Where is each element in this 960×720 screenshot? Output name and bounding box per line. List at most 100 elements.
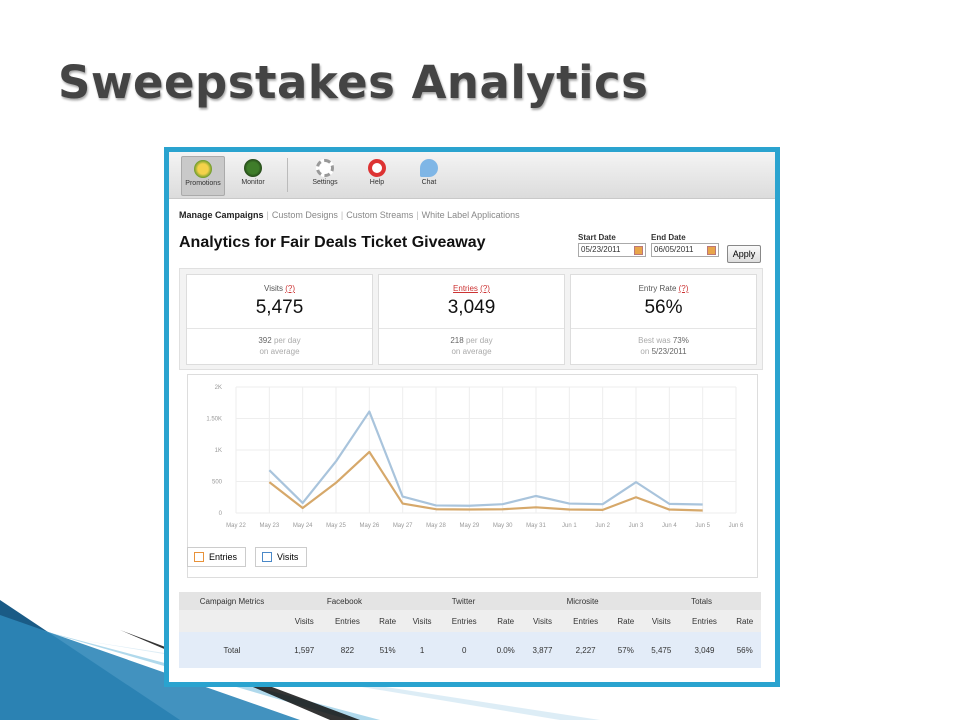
settings-button[interactable]: Settings	[304, 156, 346, 194]
metrics-cell: 51%	[371, 632, 404, 668]
monitor-button[interactable]: Monitor	[232, 156, 274, 194]
y-tick-label: 0	[219, 511, 223, 517]
promotions-icon	[194, 160, 212, 178]
metrics-cell: 56%	[728, 632, 761, 668]
start-date-input[interactable]: 05/23/2011	[578, 243, 646, 257]
metrics-subheader-visits: Visits	[403, 610, 441, 632]
metrics-cell: 3,049	[680, 632, 729, 668]
promotions-label: Promotions	[185, 180, 221, 187]
nav-white-label[interactable]: White Label Applications	[421, 210, 520, 220]
entries-per-day: 218	[450, 336, 464, 345]
legend-entries-toggle[interactable]: Entries	[187, 547, 247, 567]
x-tick-label: May 29	[459, 523, 479, 529]
visits-per-day-unit: per day	[273, 336, 301, 345]
calendar-icon[interactable]	[634, 246, 643, 255]
start-date-value: 05/23/2011	[581, 245, 621, 254]
monitor-label: Monitor	[241, 179, 265, 186]
x-tick-label: May 27	[393, 523, 413, 529]
nav-manage-campaigns[interactable]: Manage Campaigns	[179, 210, 264, 220]
chat-bubble-icon	[420, 159, 438, 177]
metrics-subheader-visits: Visits	[285, 610, 324, 632]
entries-label[interactable]: Entries	[453, 284, 478, 293]
best-rate-date: 5/23/2011	[651, 347, 687, 356]
end-date-group: End Date 06/05/2011	[651, 233, 719, 257]
chat-button[interactable]: Chat	[408, 156, 450, 194]
best-rate-prefix: Best was	[638, 336, 671, 345]
x-tick-label: Jun 3	[629, 523, 644, 529]
x-tick-label: Jun 5	[695, 523, 710, 529]
metrics-cell: 3,877	[523, 632, 562, 668]
analytics-chart: 0 500 1K 1.50K 2K May 22 May 23 May 24 May 25 May…	[187, 374, 758, 578]
apply-button[interactable]: Apply	[727, 245, 761, 263]
group-header-twitter: Twitter	[403, 592, 524, 610]
metrics-subheader-rate: Rate	[371, 610, 404, 632]
metrics-cell: 822	[323, 632, 372, 668]
metrics-cell: 5,475	[642, 632, 681, 668]
nav-custom-streams[interactable]: Custom Streams	[346, 210, 414, 220]
nav-custom-designs[interactable]: Custom Designs	[271, 210, 338, 220]
entries-help-link[interactable]: (?)	[480, 284, 490, 293]
entries-average-label: on average	[451, 347, 492, 356]
section-nav: Manage Campaigns | Custom Designs | Custom S…	[179, 210, 520, 220]
visits-value: 5,475	[255, 297, 304, 318]
entries-card: Entries (?) 3,049 218 per day on average	[378, 274, 565, 365]
promotions-button[interactable]: Promotions	[181, 156, 225, 196]
metrics-cell: 0	[440, 632, 489, 668]
toolbar: Promotions Monitor Settings Help Chat	[169, 152, 775, 199]
visits-card: Visits (?) 5,475 392 per day on average	[186, 274, 373, 365]
entry-rate-value: 56%	[644, 297, 683, 318]
y-tick-label: 2K	[215, 385, 222, 391]
y-tick-label: 500	[212, 480, 223, 486]
group-header-totals: Totals	[642, 592, 761, 610]
metrics-cell: 1	[403, 632, 441, 668]
table-row: Total 1,597 822 51% 1 0 0.0% 3,877 2,227 57% 5,47…	[179, 632, 761, 668]
metrics-subheader-entries: Entries	[680, 610, 729, 632]
y-tick-label: 1.50K	[206, 417, 222, 423]
x-tick-label: May 30	[493, 523, 513, 529]
group-header-facebook: Facebook	[285, 592, 404, 610]
x-tick-label: May 28	[426, 523, 446, 529]
end-date-input[interactable]: 06/05/2011	[651, 243, 719, 257]
analytics-app: Promotions Monitor Settings Help Chat Ma…	[169, 152, 775, 682]
entries-per-day-unit: per day	[465, 336, 493, 345]
stats-panel: Visits (?) 5,475 392 per day on average E…	[179, 268, 763, 370]
metrics-subheader-rate: Rate	[488, 610, 524, 632]
monitor-icon	[244, 159, 262, 177]
end-date-label: End Date	[651, 233, 686, 242]
settings-label: Settings	[312, 179, 338, 186]
metrics-subheader-entries: Entries	[440, 610, 489, 632]
slide-title: Sweepstakes Analytics	[58, 56, 649, 109]
x-tick-label: May 26	[359, 523, 379, 529]
toolbar-separator	[287, 158, 288, 192]
metrics-corner-header: Campaign Metrics	[179, 592, 285, 610]
metrics-subheader-entries: Entries	[323, 610, 372, 632]
entry-rate-help-link[interactable]: (?)	[678, 284, 689, 293]
entries-value: 3,049	[447, 297, 496, 318]
legend-visits-toggle[interactable]: Visits	[255, 547, 308, 567]
metrics-subheader-rate: Rate	[728, 610, 761, 632]
visits-help-link[interactable]: (?)	[285, 284, 295, 293]
help-label: Help	[369, 179, 385, 186]
best-date-prefix: on	[640, 347, 650, 356]
visits-per-day: 392	[258, 336, 272, 345]
x-tick-label: May 22	[226, 523, 246, 529]
x-tick-label: May 24	[293, 523, 313, 529]
series-line-entries	[268, 450, 703, 512]
best-rate-value: 73%	[672, 336, 689, 345]
start-date-group: Start Date 05/23/2011	[578, 233, 646, 257]
x-tick-label: May 31	[526, 523, 546, 529]
chat-label: Chat	[421, 179, 437, 186]
calendar-icon[interactable]	[707, 246, 716, 255]
screenshot-frame: Promotions Monitor Settings Help Chat Ma…	[164, 147, 780, 687]
x-tick-label: Jun 4	[662, 523, 677, 529]
help-button[interactable]: Help	[356, 156, 398, 194]
end-date-value: 06/05/2011	[654, 245, 694, 254]
visits-average-label: on average	[259, 347, 300, 356]
metrics-subheader-visits: Visits	[642, 610, 681, 632]
entries-checkbox-icon	[194, 551, 204, 562]
start-date-label: Start Date	[578, 233, 616, 242]
lifebuoy-icon	[368, 159, 386, 177]
visits-checkbox-icon	[262, 551, 272, 562]
metrics-cell: 1,597	[285, 632, 324, 668]
group-header-microsite: Microsite	[523, 592, 643, 610]
